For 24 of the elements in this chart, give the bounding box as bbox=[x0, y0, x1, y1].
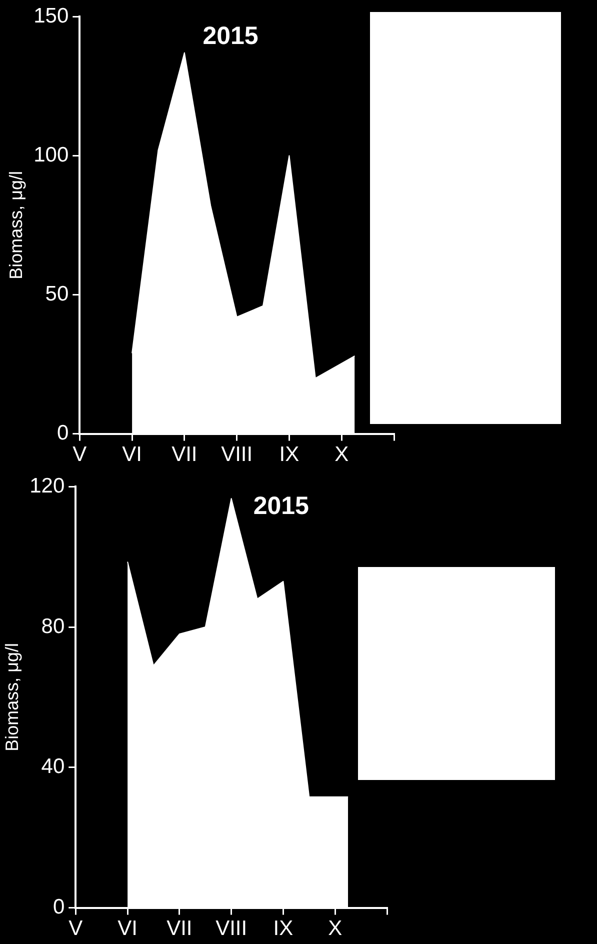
x-tick-label: V bbox=[72, 443, 87, 466]
y-tick-label: 40 bbox=[41, 755, 65, 778]
x-tick-label: VIII bbox=[221, 443, 253, 466]
x-tick-label: IX bbox=[279, 443, 300, 466]
x-tick-label: VI bbox=[118, 917, 138, 940]
chart-title: 2015 bbox=[253, 492, 310, 520]
y-tick-label: 80 bbox=[41, 614, 65, 638]
x-tick-label: VII bbox=[166, 917, 192, 940]
y-tick-label: 120 bbox=[30, 474, 65, 498]
x-tick-label: VIII bbox=[216, 917, 248, 940]
x-tick-label: X bbox=[328, 917, 342, 940]
x-tick-label: IX bbox=[273, 917, 294, 940]
x-tick-label: V bbox=[68, 917, 83, 940]
x-tick-label: X bbox=[334, 443, 349, 466]
chart-title: 2015 bbox=[202, 22, 258, 50]
x-tick-label: VII bbox=[172, 443, 198, 466]
y-tick-label: 150 bbox=[34, 4, 69, 28]
y-tick-label: 100 bbox=[34, 143, 69, 166]
y-tick-label: 0 bbox=[56, 422, 69, 445]
y-tick-label: 50 bbox=[45, 282, 69, 306]
x-tick-label: VI bbox=[122, 443, 142, 466]
y-axis-title: Biomass, μg/l bbox=[2, 642, 22, 752]
y-axis-title: Biomass, μg/l bbox=[6, 170, 26, 280]
y-tick-label: 0 bbox=[52, 896, 65, 919]
